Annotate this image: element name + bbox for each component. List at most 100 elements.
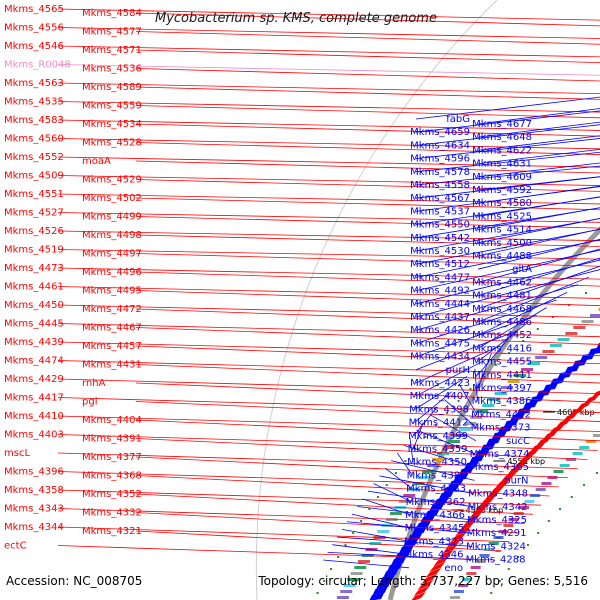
gene-label: Mkms_4474 [4,356,64,367]
label-connector [415,196,600,225]
label-connector [57,341,600,357]
gene-label: Mkms_4462 [472,277,532,288]
gc-dot [522,340,525,342]
reverse-gene [369,593,385,600]
label-connector [57,360,600,376]
forward-gene [417,580,434,590]
gene-label: Mkms_4622 [472,145,532,156]
label-connector [57,471,559,488]
label-connector [477,337,510,376]
gene-label: Mkms_4488 [472,251,532,262]
label-connector [415,207,600,239]
gene-label: Mkms_4472 [82,304,142,315]
label-connector [57,101,600,113]
label-connector [57,138,600,150]
gene-label: Mkms_4358 [4,485,64,496]
gene-label: Mkms_4383 [407,470,467,481]
label-connector [135,493,533,515]
feature-box [579,446,590,449]
feature-box [535,356,548,359]
gene-label: Mkms_4559 [82,101,142,112]
gene-label: ectC [4,541,27,552]
label-connector [57,82,600,95]
label-connector [135,68,600,82]
forward-gene [489,484,506,494]
label-connector [415,269,600,318]
gene-label: Mkms_4537 [410,206,470,217]
label-connector [57,212,600,223]
label-connector [57,249,600,260]
label-connector [477,322,528,362]
feature-box [528,362,541,365]
forward-gene [548,424,565,434]
label-connector [415,96,600,120]
label-connector [415,284,579,331]
label-connector [477,108,600,125]
label-connector [414,391,452,423]
forward-gene [413,586,430,596]
label-connector [367,490,474,508]
gene-label: Mkms_4386 [472,396,532,407]
gc-dot [316,592,319,594]
gene-label: Mkms_4560 [4,134,64,145]
forward-gene [495,478,512,488]
reverse-gene [438,491,454,499]
label-connector [135,290,600,307]
gene-label: Mkms_4368 [82,471,142,482]
gene-label: Mkms_4461 [4,282,64,293]
feature-box [565,332,578,335]
gene-label: Mkms_4530 [410,246,470,257]
feature-box [557,338,570,341]
gene-labels: Mkms_4565 Mkms_4584 Mkms_4556 Mkms_4577 Mkms… [4,4,532,574]
reverse-gene [372,587,388,595]
label-connector [57,45,600,58]
label-connector [341,529,411,542]
gene-label: Mkms_4342 [468,502,528,513]
label-connector [57,175,600,186]
feature-box [470,416,483,419]
label-connector [373,483,412,503]
label-connector [57,27,600,39]
label-connector [57,415,600,432]
feature-box [535,488,546,491]
reverse-gene [510,413,526,421]
gene-label: Mkms_4551 [4,189,64,200]
feature-box [573,326,586,329]
genome-summary-text: Topology: circular; Length: 5,737,227 bp… [257,574,588,588]
reverse-gene [486,437,502,445]
label-connector [332,544,410,555]
forward-gene [484,490,501,500]
label-connector [477,217,600,244]
label-connector [135,475,550,497]
forward-gene [542,430,559,440]
feature-box [572,452,583,455]
gene-label: Mkms_4536 [82,64,142,75]
gc-dot [360,520,363,522]
label-connector [414,376,468,410]
label-connector [403,444,476,468]
gc-dot [595,472,598,474]
feature-box [524,500,535,503]
feature-box [581,320,594,323]
label-connector [57,508,525,524]
gene-label: Mkms_4332 [82,508,142,519]
gene-label: Mkms_4321 [82,526,142,537]
gene-label: mscL [4,448,30,459]
gc-dot [536,328,539,330]
forward-gene [576,400,593,410]
label-connector [477,135,600,151]
gene-label: Mkms_4352 [82,489,142,500]
feature-box [503,524,514,527]
reverse-gene [376,581,392,589]
gene-label: Mkms_4437 [410,312,470,323]
label-connector [351,513,411,529]
gc-dot [457,400,460,402]
reverse-gene [399,545,415,553]
feature-box [340,590,353,593]
reverse-gene [383,569,399,577]
gc-dot [481,376,484,378]
accession-text: Accession: NC_008705 [6,574,142,588]
label-connector [57,286,600,299]
label-connector [357,506,474,521]
label-connector [415,249,600,291]
